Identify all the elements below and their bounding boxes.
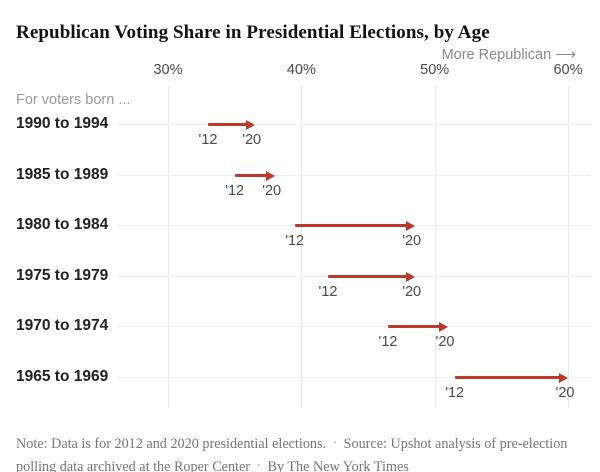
trend-arrow-head-icon	[405, 271, 415, 282]
trend-arrow-shaft	[454, 376, 560, 379]
trend-arrow-head-icon	[245, 120, 255, 130]
footnote-source: Source: Upshot analysis of pre-election …	[16, 436, 568, 472]
footnote-note: Note: Data is for 2012 and 2020 presiden…	[16, 436, 327, 453]
trend-arrow-shaft	[388, 325, 440, 329]
x-tick-label: 30%	[153, 62, 183, 78]
year-2020-label: '20	[402, 233, 422, 250]
trend-arrow-head-icon	[439, 322, 448, 333]
x-gridline	[301, 86, 303, 408]
year-2020-label: '20	[555, 385, 575, 401]
cohort-label: 1980 to 1984	[16, 216, 109, 234]
year-2012-label: '12	[378, 334, 398, 351]
footnote-separator-icon: •	[257, 461, 261, 472]
x-tick-label: 50%	[420, 62, 450, 78]
x-gridline	[168, 86, 169, 408]
trend-arrow-shaft	[294, 224, 407, 228]
cohort-label: 1970 to 1974	[16, 317, 109, 335]
trend-arrow-shaft	[234, 173, 267, 177]
more-republican-direction-hint: More Republican ⟶	[441, 47, 576, 63]
year-2012-label: '12	[318, 283, 338, 300]
trend-arrow-head-icon	[559, 373, 568, 383]
cohort-label: 1990 to 1994	[16, 115, 109, 132]
row-gridline	[118, 326, 591, 328]
year-2012-label: '12	[285, 233, 305, 250]
footnote-separator-icon: •	[333, 438, 337, 450]
row-group-intro-label: For voters born ...	[16, 92, 131, 108]
year-2012-label: '12	[445, 385, 465, 401]
cohort-label: 1975 to 1979	[16, 266, 109, 284]
x-tick-label: 60%	[553, 62, 583, 78]
x-gridline	[434, 86, 436, 408]
year-2020-label: '20	[242, 132, 262, 148]
year-2020-label: '20	[435, 334, 455, 351]
cohort-label: 1985 to 1989	[16, 165, 109, 183]
row-gridline	[118, 174, 591, 176]
cohort-label: 1965 to 1969	[16, 368, 109, 385]
year-2020-label: '20	[262, 182, 282, 199]
trend-arrow-head-icon	[405, 221, 415, 232]
trend-arrow-head-icon	[265, 170, 275, 181]
year-2012-label: '12	[225, 182, 245, 199]
x-gridline	[568, 86, 569, 408]
year-2020-label: '20	[402, 283, 422, 300]
trend-arrow-shaft	[208, 123, 247, 126]
x-tick-label: 40%	[286, 62, 316, 78]
footnote: Note: Data is for 2012 and 2020 presiden…	[16, 433, 592, 472]
row-gridline	[118, 124, 591, 125]
trend-arrow-shaft	[328, 274, 407, 278]
footnote-byline: By The New York Times	[267, 459, 409, 472]
year-2012-label: '12	[198, 132, 218, 148]
row-gridline	[118, 377, 591, 378]
chart-title: Republican Voting Share in Presidential …	[16, 21, 490, 43]
